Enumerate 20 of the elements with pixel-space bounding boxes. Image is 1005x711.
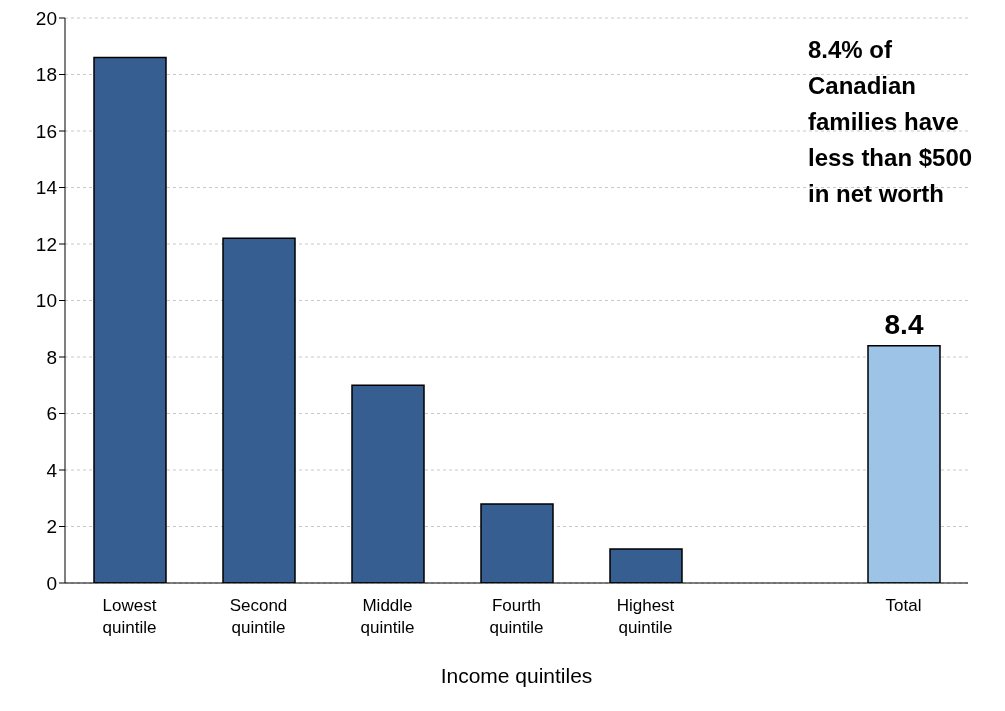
x-tick-label: Second quintile: [229, 596, 288, 637]
y-tick-label: 16: [35, 120, 57, 142]
note-text: 8.4% of Canadian families have less than $500 in net worth: [808, 35, 974, 209]
y-tick-label: 0: [46, 572, 57, 594]
x-axis-title: Income quintiles: [440, 664, 593, 687]
y-tick-label: 14: [35, 177, 58, 199]
data-label: 8.4: [884, 308, 924, 340]
x-tick-label: Fourth quintile: [489, 596, 544, 637]
x-tick-label: Highest quintile: [616, 596, 675, 637]
y-tick-label: 10: [35, 290, 57, 312]
y-tick-label: 20: [35, 7, 57, 29]
y-tick-label: 4: [46, 459, 58, 481]
y-tick-label: 2: [46, 516, 57, 538]
y-tick-label: 6: [46, 403, 57, 425]
x-tick-label: Lowest quintile: [102, 596, 157, 637]
y-tick-label: 18: [35, 64, 57, 86]
y-tick-label: 8: [46, 346, 57, 368]
x-tick-label: Total: [885, 596, 922, 615]
y-tick-label: 12: [35, 233, 57, 255]
x-tick-label: Middle quintile: [360, 596, 415, 637]
